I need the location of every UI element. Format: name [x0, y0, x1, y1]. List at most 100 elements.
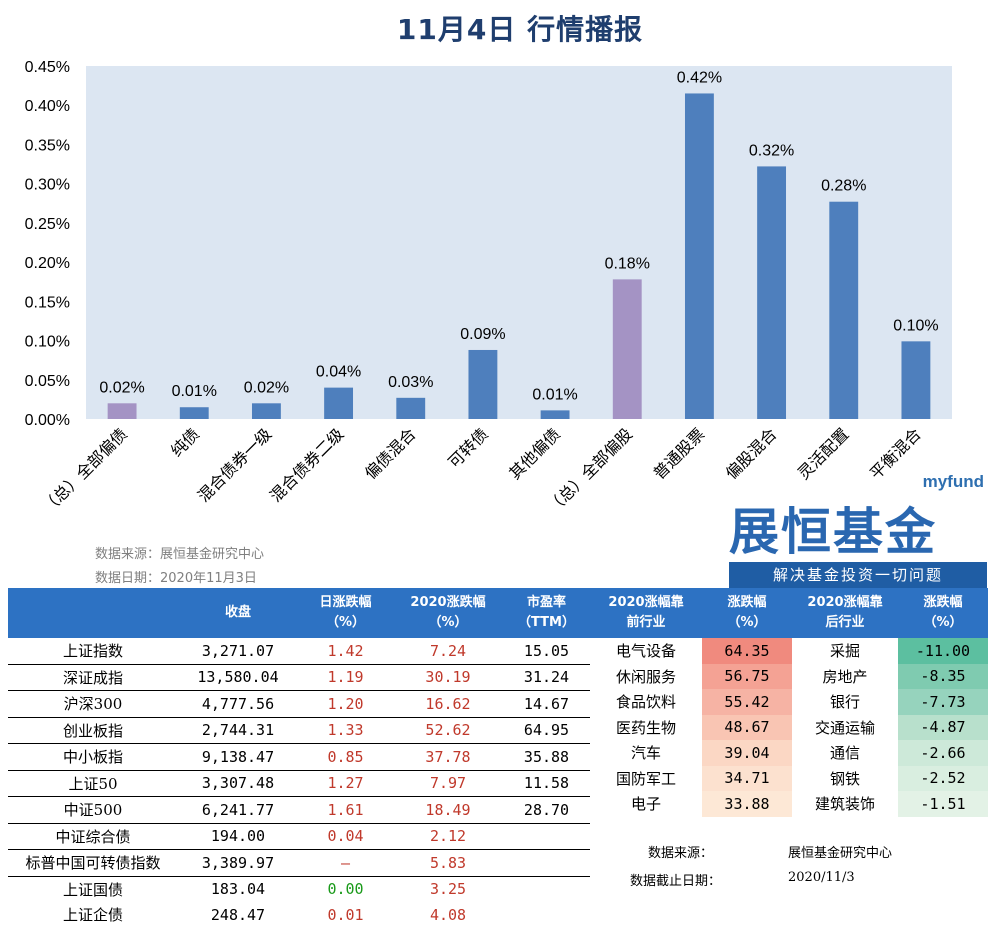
table-row: 沪深300 4,777.56 1.20 16.62 14.67 — [8, 690, 590, 718]
data-label: 0.18% — [605, 255, 650, 272]
logo-name: 展恒基金 — [729, 503, 937, 561]
bar — [757, 166, 787, 419]
market-index-table: 收盘 日涨跌幅 （%） 2020涨跌幅 （%） 市盈率 （TTM） 上证指数 3,271.07… — [8, 588, 590, 928]
day-change: 1.19 — [298, 664, 393, 691]
year-change: 7.97 — [393, 770, 503, 797]
table-row: 中证500 6,241.77 1.61 18.49 28.70 — [8, 796, 590, 824]
day-change: 1.27 — [298, 770, 393, 797]
bottom-industry-name: 通信 — [829, 744, 860, 763]
index-name: 创业板指 — [8, 717, 178, 744]
year-change: 30.19 — [393, 664, 503, 691]
bar — [829, 201, 859, 419]
table-row: 标普中国可转债指数 3,389.97–5.83 — [8, 849, 590, 877]
data-label: 0.01% — [532, 386, 577, 403]
table-row: 深证成指 13,580.04 1.19 30.19 31.24 — [8, 664, 590, 691]
close-value: 3,271.07 — [178, 638, 298, 665]
top-industry-name: 食品饮料 — [615, 693, 676, 712]
pe-value: 31.24 — [503, 664, 590, 691]
data-label: 0.02% — [244, 379, 289, 396]
left-header-cell — [8, 588, 178, 638]
bar — [540, 410, 570, 419]
top-industry-change: 34.71 — [702, 765, 792, 791]
bar — [901, 341, 931, 419]
table-row: 上证国债 183.04 0.00 3.25 — [8, 876, 590, 902]
pe-value: 11.58 — [503, 770, 590, 797]
day-change: 0.04 — [298, 823, 393, 850]
x-tick-label: 其他偏债 — [505, 424, 564, 483]
industry-table: 2020涨幅靠 前行业 涨跌幅 （%） 2020涨幅靠 后行业 涨跌幅 （%） 电气设备 64.… — [590, 588, 988, 817]
bar — [468, 349, 498, 419]
index-name: 深证成指 — [8, 664, 178, 691]
table-row: 上证50 3,307.48 1.27 7.97 11.58 — [8, 770, 590, 797]
x-tick-label: 可转债 — [444, 424, 491, 471]
data-label: 0.04% — [316, 364, 361, 381]
top-industry-change: 64.35 — [702, 638, 792, 664]
close-value: 3,307.48 — [178, 770, 298, 797]
data-label: 0.09% — [460, 326, 505, 343]
table-row: 电子 33.88 建筑装饰 -1.51 — [590, 791, 988, 817]
left-header-cell: 收盘 — [178, 588, 298, 638]
bar — [107, 403, 137, 419]
table-row: 汽车 39.04 通信 -2.66 — [590, 740, 988, 766]
table-row: 中小板指 9,138.47 0.85 37.78 35.88 — [8, 743, 590, 771]
day-change: 1.42 — [298, 638, 393, 665]
right-header-cell: 涨跌幅 （%） — [702, 588, 792, 638]
day-change: 1.33 — [298, 717, 393, 744]
close-value: 2,744.31 — [178, 717, 298, 744]
left-header-cell: 市盈率 （TTM） — [503, 588, 590, 638]
top-industry-name: 电气设备 — [615, 642, 676, 661]
bottom-industry-name: 建筑装饰 — [814, 795, 875, 814]
table-row: 国防军工 34.71 钢铁 -2.52 — [590, 765, 988, 791]
top-industry-change: 56.75 — [702, 663, 792, 689]
data-label: 0.32% — [749, 142, 794, 159]
y-tick-label: 0.40% — [25, 98, 70, 115]
data-label: 0.02% — [99, 379, 144, 396]
table-row: 创业板指 2,744.31 1.33 52.62 64.95 — [8, 717, 590, 744]
y-tick-label: 0.15% — [25, 294, 70, 311]
bottom-industry-change: -7.73 — [898, 689, 988, 715]
day-change: 1.61 — [298, 796, 393, 824]
close-value: 9,138.47 — [178, 743, 298, 771]
year-change: 16.62 — [393, 690, 503, 718]
company-logo: myfund 展恒基金 解决基金投资一切问题 — [725, 470, 990, 590]
bottom-industry-change: -2.52 — [898, 765, 988, 791]
pe-value: 64.95 — [503, 717, 590, 744]
page-title: 11月4日 行情播报 — [396, 13, 644, 46]
year-change: 7.24 — [393, 638, 503, 665]
table-row: 医药生物 48.67 交通运输 -4.87 — [590, 714, 988, 740]
logo-myfund-text: myfund — [922, 472, 984, 491]
top-industry-change: 39.04 — [702, 740, 792, 766]
year-change: 18.49 — [393, 796, 503, 824]
bar — [396, 397, 426, 419]
data-label: 0.03% — [388, 374, 433, 391]
bottom-industry-name: 银行 — [829, 693, 860, 712]
index-name: 中小板指 — [8, 743, 178, 771]
data-label: 0.28% — [821, 178, 866, 195]
top-industry-name: 休闲服务 — [615, 667, 676, 686]
table-date-value: 2020/11/3 — [788, 870, 855, 885]
pe-value: 35.88 — [503, 743, 590, 771]
index-name: 标普中国可转债指数 — [8, 849, 178, 877]
bottom-industry-name: 交通运输 — [814, 718, 875, 737]
x-tick-label: 偏债混合 — [361, 424, 420, 483]
close-value: 13,580.04 — [178, 664, 298, 691]
day-change: 1.20 — [298, 690, 393, 718]
index-name: 上证50 — [8, 770, 178, 797]
day-change: 0.00 — [327, 880, 364, 899]
bottom-industry-change: -11.00 — [898, 638, 988, 664]
top-industry-name: 医药生物 — [615, 718, 676, 737]
table-row: 上证指数 3,271.07 1.42 7.24 15.05 — [8, 638, 590, 665]
year-change: 2.12 — [393, 823, 503, 850]
right-header-cell: 2020涨幅靠 后行业 — [792, 588, 898, 638]
index-name: 上证企债 — [62, 906, 123, 925]
plot-area — [86, 66, 952, 419]
data-label: 0.10% — [893, 317, 938, 334]
year-change: 5.83 — [393, 849, 503, 877]
bar — [684, 93, 714, 419]
table-row: 中证综合债 194.00 0.04 2.12 — [8, 823, 590, 850]
index-name: 中证500 — [8, 796, 178, 824]
day-change: – — [298, 849, 393, 877]
table-date-label: 数据截止日期： — [630, 874, 722, 889]
table-row: 电气设备 64.35 采掘 -11.00 — [590, 638, 988, 664]
bar — [179, 407, 209, 419]
